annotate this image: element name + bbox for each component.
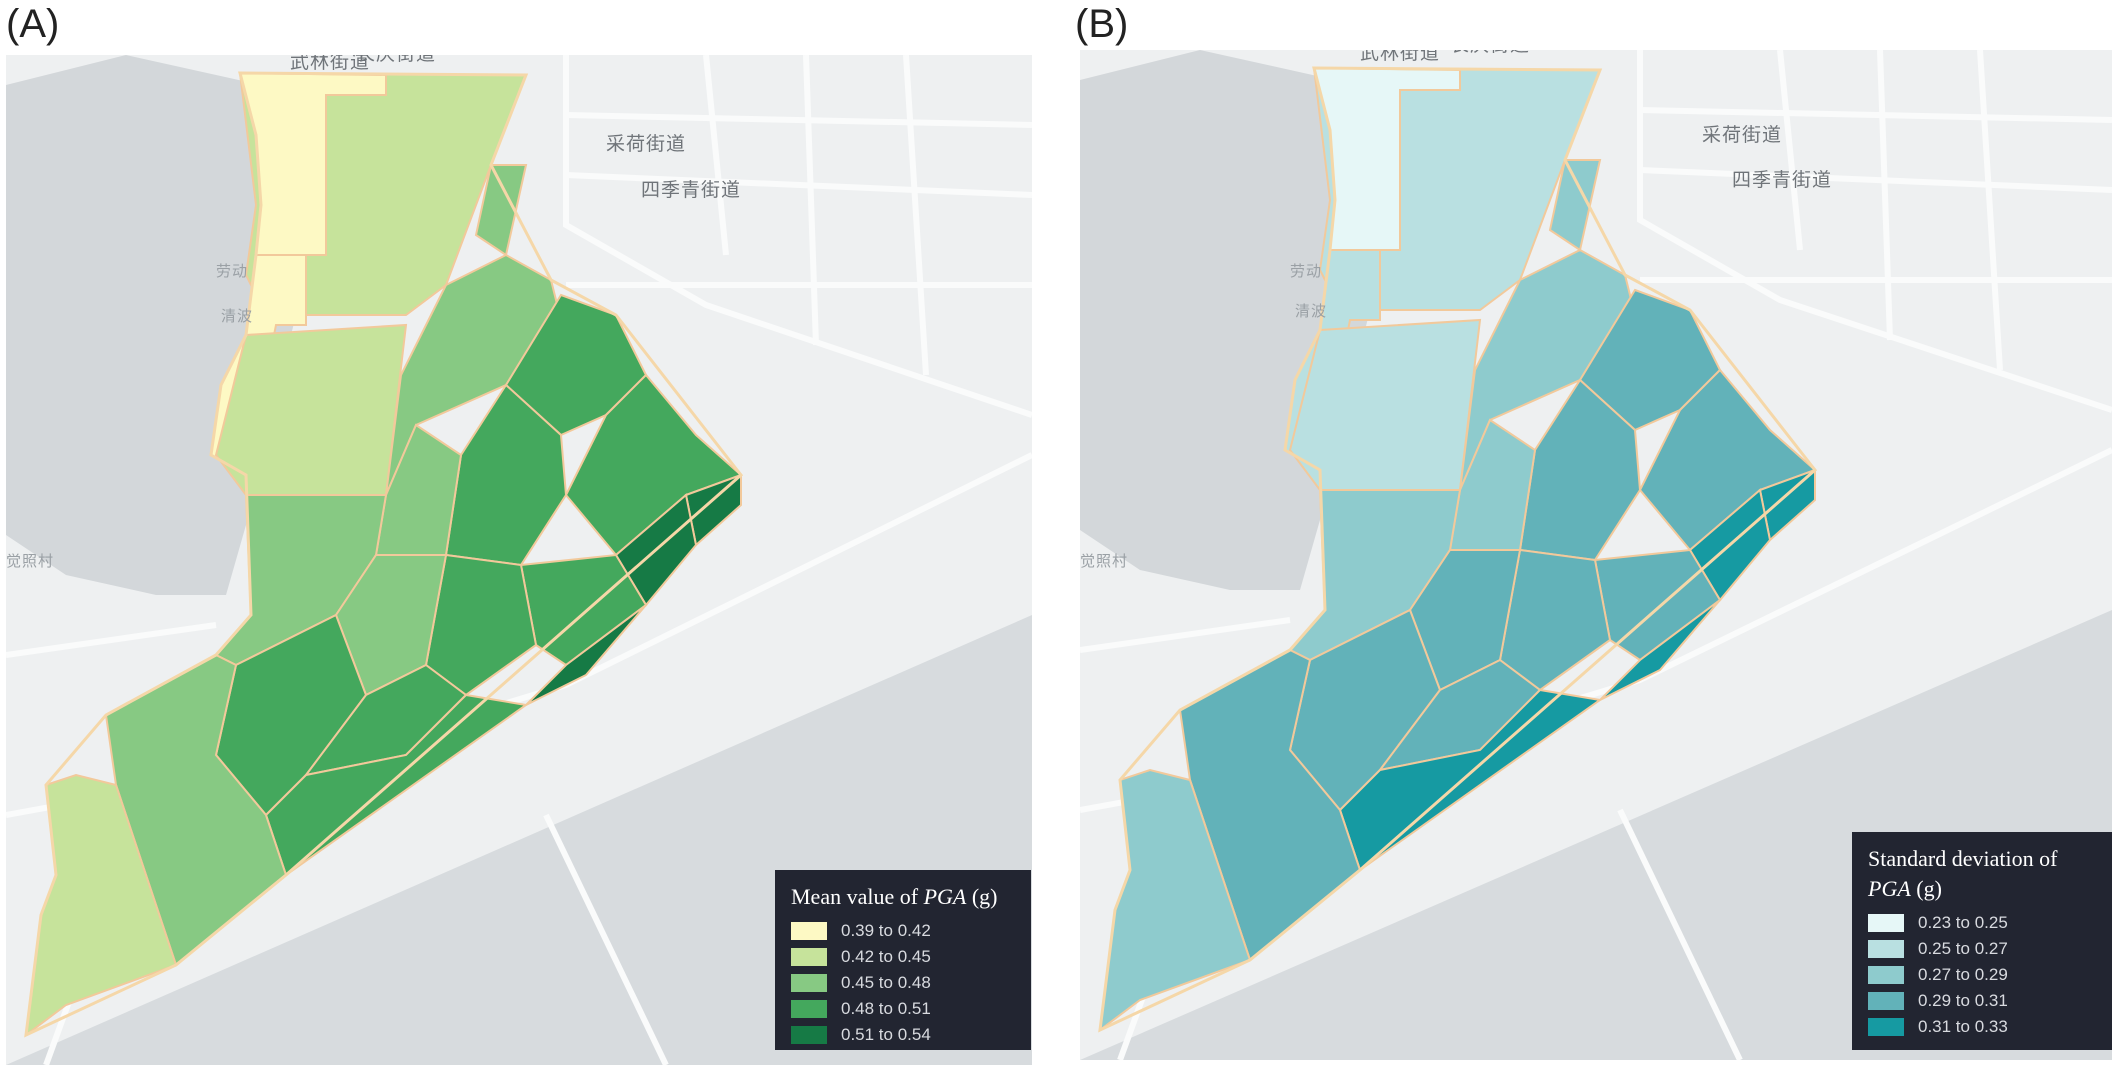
place-label-sijiqing: 四季青街道 xyxy=(1732,169,1833,191)
region-b-15 xyxy=(1599,599,1721,701)
place-label-qingbo: 清波 xyxy=(221,307,254,325)
place-label-changqing: 长庆街道 xyxy=(356,55,436,66)
legend-item: 0.48 to 0.51 xyxy=(791,996,1015,1022)
legend-panel-b: Standard deviation of PGA (g) 0.23 to 0.… xyxy=(1852,832,2112,1050)
panel-b-label: (B) xyxy=(1075,2,1129,46)
place-label-caihe: 采荷街道 xyxy=(606,133,687,155)
legend-title-a: Mean value of PGA (g) xyxy=(791,884,998,909)
map-panel-a: 武林街道 长庆街道 采荷街道 四季青街道 觉照村 劳动 清波 Mean valu… xyxy=(6,55,1032,1065)
legend-title-b: Standard deviation of PGA (g) xyxy=(1868,846,2058,901)
district-outline xyxy=(24,71,744,1038)
place-label-laodong: 劳动 xyxy=(1290,262,1323,280)
region-b-4 xyxy=(1288,318,1482,491)
legend-item: 0.23 to 0.25 xyxy=(1868,910,2096,936)
place-label-laodong: 劳动 xyxy=(216,262,249,280)
place-label-changqing: 长庆街道 xyxy=(1450,50,1530,57)
place-label-sijiqing: 四季青街道 xyxy=(641,179,742,201)
legend-item: 0.39 to 0.42 xyxy=(791,918,1015,944)
legend-item: 0.27 to 0.29 xyxy=(1868,962,2096,988)
legend-item: 0.42 to 0.45 xyxy=(791,944,1015,970)
place-label-wulin: 武林街道 xyxy=(1360,50,1441,64)
road-network xyxy=(1080,50,2112,1060)
legend-item: 0.51 to 0.54 xyxy=(791,1022,1015,1048)
subdistrict-polygons xyxy=(1098,66,1817,1033)
place-label-jueshan: 觉照村 xyxy=(1080,552,1129,570)
district-outline xyxy=(1098,66,1818,1033)
subdistrict-polygons xyxy=(24,71,743,1038)
map-a-canvas xyxy=(6,55,1032,1065)
legend-panel-a: Mean value of PGA (g) 0.39 to 0.42 0.42 … xyxy=(775,870,1031,1050)
place-label-qingbo: 清波 xyxy=(1295,302,1328,320)
panel-a-label: (A) xyxy=(6,2,60,46)
legend-item: 0.45 to 0.48 xyxy=(791,970,1015,996)
legend-item: 0.31 to 0.33 xyxy=(1868,1014,2096,1040)
legend-item: 0.25 to 0.27 xyxy=(1868,936,2096,962)
region-a-4 xyxy=(214,323,408,496)
place-label-jueshan: 觉照村 xyxy=(6,552,55,570)
map-panel-b: 武林街道 长庆街道 采荷街道 四季青街道 觉照村 劳动 清波 Standard … xyxy=(1080,50,2112,1060)
place-label-wulin: 武林街道 xyxy=(290,55,371,73)
place-label-caihe: 采荷街道 xyxy=(1702,124,1783,146)
region-a-15 xyxy=(525,604,647,706)
legend-item: 0.29 to 0.31 xyxy=(1868,988,2096,1014)
